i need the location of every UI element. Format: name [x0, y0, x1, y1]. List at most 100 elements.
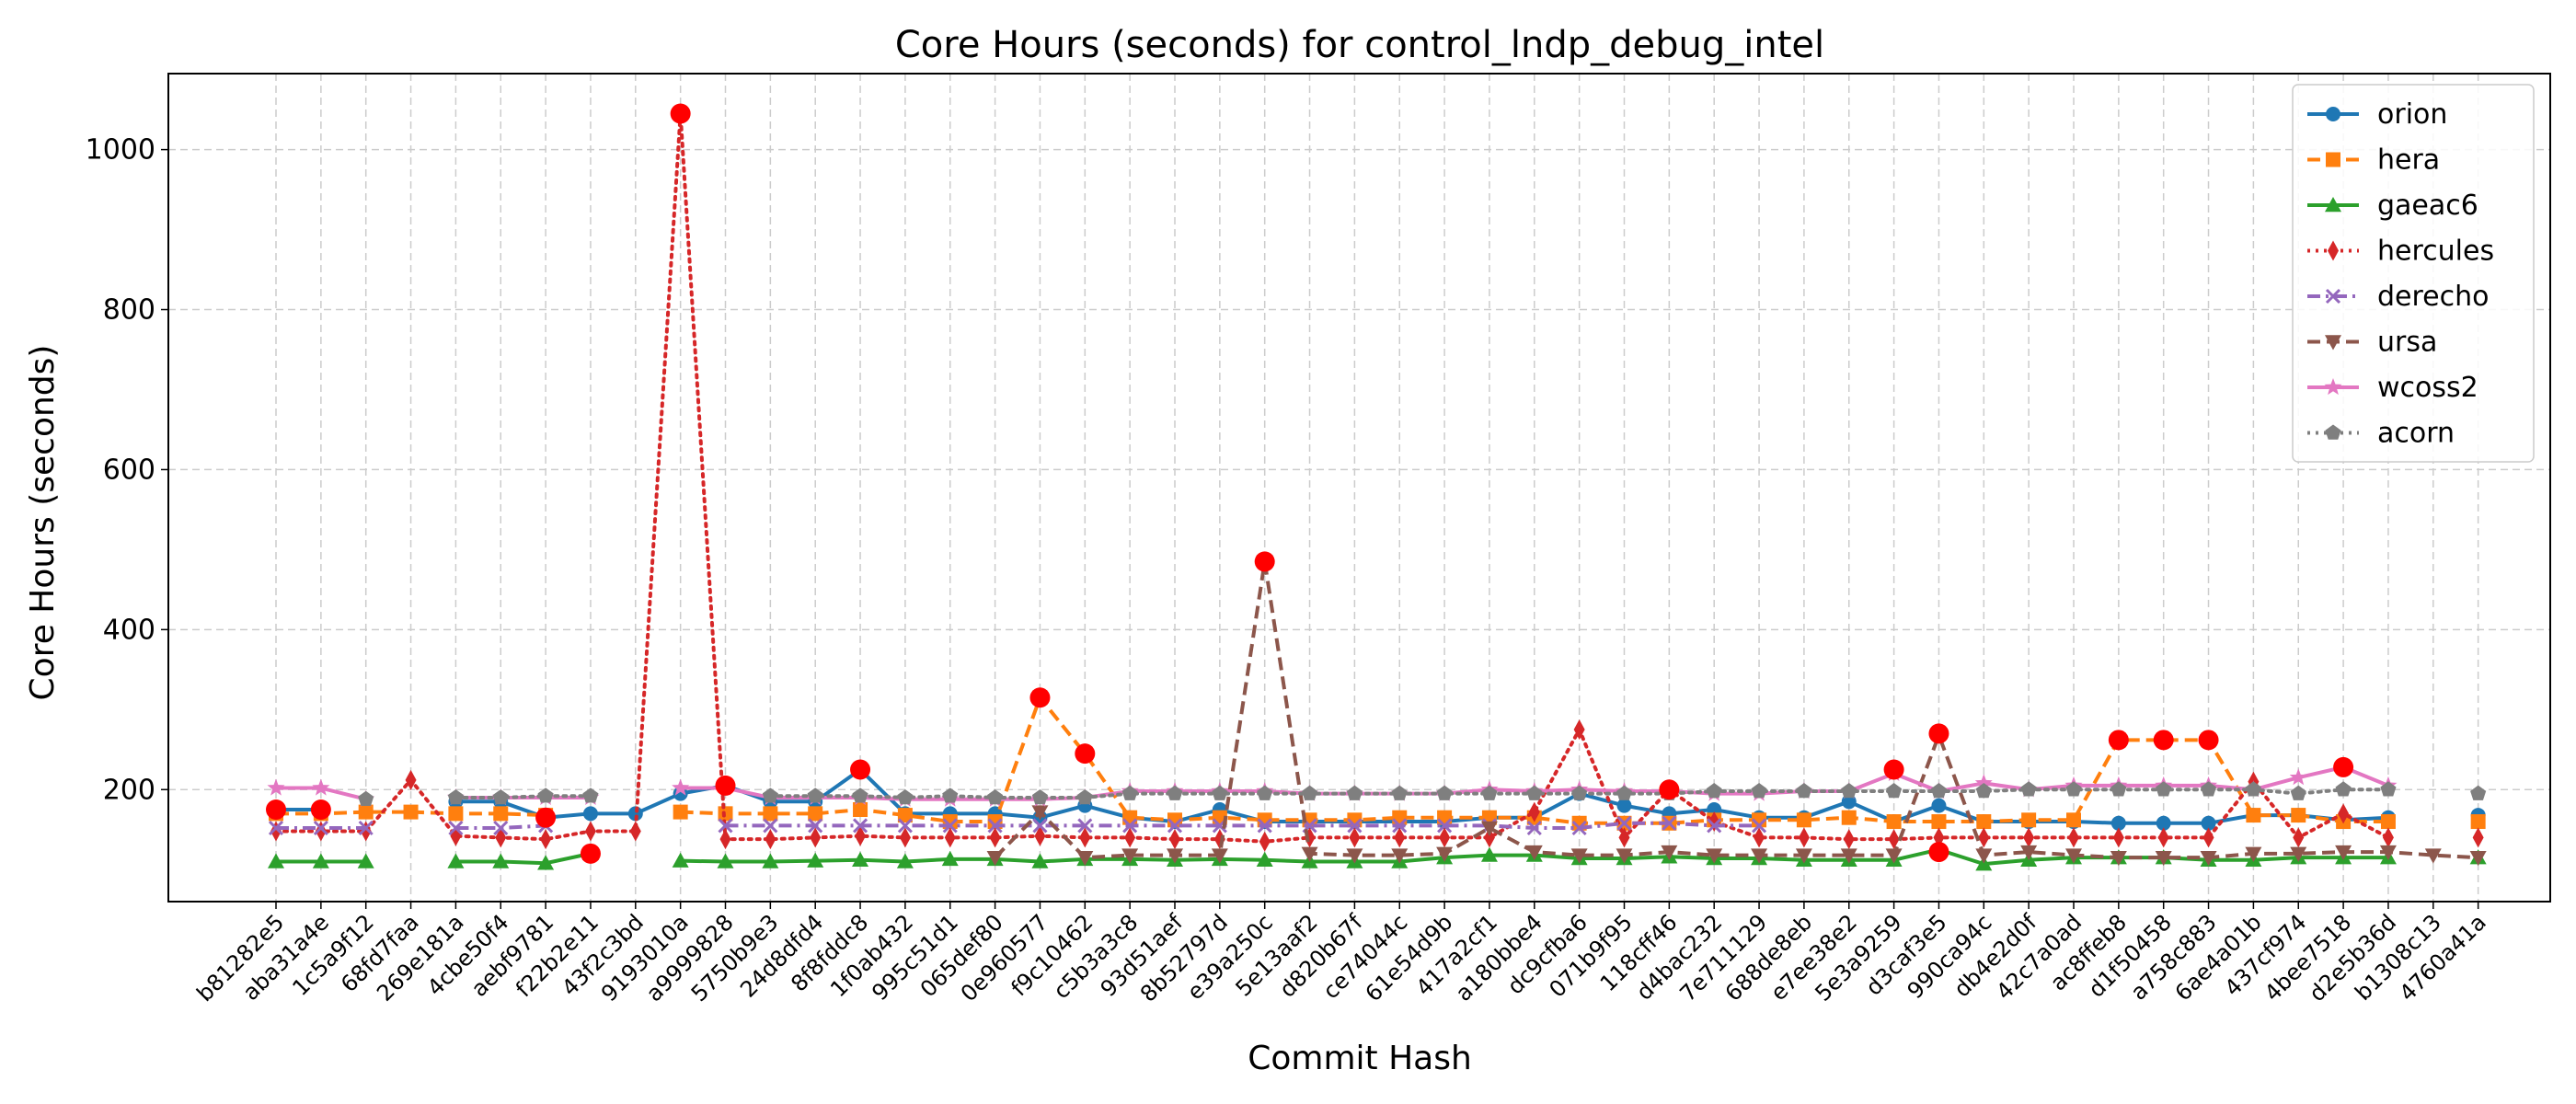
- legend-marker-orion: [2326, 107, 2340, 121]
- data-point-ursa: [1391, 848, 1409, 864]
- data-point-ursa: [1346, 848, 1363, 864]
- data-point-hera: [2291, 808, 2306, 823]
- data-point-hercules: [2068, 827, 2079, 848]
- data-point-hercules: [1483, 827, 1495, 848]
- data-point-derecho: [987, 818, 1003, 834]
- data-point-hercules: [1394, 827, 1406, 848]
- data-point-derecho: [1077, 818, 1093, 834]
- data-point-wcoss2: [2289, 768, 2307, 786]
- data-point-ursa: [2245, 846, 2262, 862]
- data-point-derecho: [313, 820, 328, 836]
- data-point-hera: [2246, 808, 2261, 823]
- data-point-hercules: [1573, 719, 1585, 741]
- y-tick-label: 200: [103, 774, 155, 806]
- y-axis-label: Core Hours (seconds): [24, 345, 62, 701]
- data-point-acorn: [1436, 785, 1453, 800]
- data-point-acorn: [2156, 781, 2172, 797]
- data-point-ursa: [1975, 848, 1993, 864]
- data-point-acorn: [1886, 783, 1903, 799]
- data-point-acorn: [1257, 785, 1273, 800]
- outlier-point: [1029, 687, 1051, 708]
- data-point-gaeac6: [807, 852, 824, 868]
- data-point-gaeac6: [717, 853, 734, 868]
- data-point-hera: [2066, 812, 2081, 828]
- series-line-gaeac6: [455, 851, 592, 866]
- data-point-acorn: [2290, 785, 2306, 800]
- series-line-hercules: [274, 111, 2390, 844]
- data-point-gaeac6: [537, 855, 555, 870]
- data-point-ursa: [1076, 850, 1094, 867]
- data-point-hercules: [1079, 827, 1091, 848]
- data-point-hera: [2021, 812, 2037, 828]
- data-point-gaeac6: [1256, 851, 1273, 867]
- data-point-hercules: [2157, 827, 2169, 848]
- data-point-hercules: [540, 829, 552, 850]
- data-point-ursa: [1480, 821, 1498, 836]
- data-point-hercules: [2338, 803, 2350, 824]
- legend-marker-gaeac6: [2325, 197, 2341, 213]
- outlier-point: [535, 807, 557, 828]
- data-point-wcoss2: [672, 778, 690, 796]
- data-point-ursa: [1706, 848, 1723, 864]
- data-point-orion: [1841, 794, 1857, 810]
- data-point-gaeac6: [312, 853, 329, 868]
- data-point-orion: [2201, 815, 2216, 831]
- legend-marker-hera: [2326, 152, 2340, 167]
- legend-box: [2292, 84, 2535, 463]
- data-point-hera: [897, 808, 913, 823]
- data-point-acorn: [762, 788, 778, 803]
- data-point-hera: [808, 806, 823, 822]
- data-point-hera: [1841, 810, 1857, 825]
- data-point-acorn: [1751, 783, 1767, 799]
- data-point-acorn: [2200, 781, 2217, 797]
- data-point-hercules: [899, 827, 911, 848]
- data-point-acorn: [2020, 781, 2037, 797]
- data-point-acorn: [1212, 785, 1228, 800]
- data-point-derecho: [1751, 818, 1767, 834]
- data-point-hera: [1796, 812, 1811, 828]
- data-point-acorn: [987, 788, 1004, 805]
- data-point-hera: [853, 802, 868, 817]
- axes: b81282e5aba31a4e1c5a9f1268fd7faa269e181a…: [86, 134, 2491, 1007]
- data-point-wcoss2: [267, 778, 285, 796]
- data-point-ursa: [1661, 845, 1678, 861]
- data-point-hercules: [1798, 827, 1810, 848]
- outlier-point: [715, 775, 736, 796]
- data-point-acorn: [582, 788, 599, 803]
- data-point-hercules: [2023, 827, 2035, 848]
- data-point-hercules: [2112, 827, 2124, 848]
- x-axis-label: Commit Hash: [1248, 1040, 1472, 1077]
- data-point-wcoss2: [312, 778, 330, 796]
- y-tick-label: 1000: [86, 134, 155, 167]
- legend-label-derecho: derecho: [2377, 281, 2490, 313]
- data-point-acorn: [1481, 785, 1498, 800]
- series-acorn: [358, 781, 2487, 806]
- data-point-gaeac6: [1031, 853, 1049, 868]
- legend-marker-derecho: [2325, 288, 2341, 305]
- data-point-ursa: [1301, 846, 1318, 862]
- data-point-hera: [1976, 814, 1992, 830]
- data-point-acorn: [1706, 783, 1722, 799]
- chart-title: Core Hours (seconds) for control_lndp_de…: [895, 24, 1824, 66]
- grid: [168, 74, 2550, 902]
- data-point-hercules: [855, 825, 867, 846]
- outlier-point: [2108, 730, 2129, 751]
- data-point-hercules: [810, 827, 822, 848]
- data-point-orion: [2156, 815, 2171, 831]
- data-point-derecho: [1032, 818, 1048, 834]
- data-point-hercules: [719, 829, 731, 850]
- data-point-ursa: [1167, 848, 1183, 864]
- data-point-hercules: [2382, 827, 2394, 848]
- data-point-acorn: [447, 788, 464, 805]
- data-point-derecho: [1167, 818, 1183, 834]
- data-point-hercules: [2202, 827, 2214, 848]
- legend-label-ursa: ursa: [2377, 327, 2437, 359]
- data-point-derecho: [808, 818, 823, 834]
- series-line-acorn: [454, 794, 592, 799]
- data-point-gaeac6: [762, 853, 779, 868]
- data-point-derecho: [493, 820, 509, 836]
- data-point-acorn: [1975, 783, 1992, 799]
- data-point-ursa: [1211, 848, 1228, 864]
- data-point-hera: [2470, 814, 2486, 830]
- data-point-derecho: [358, 820, 374, 836]
